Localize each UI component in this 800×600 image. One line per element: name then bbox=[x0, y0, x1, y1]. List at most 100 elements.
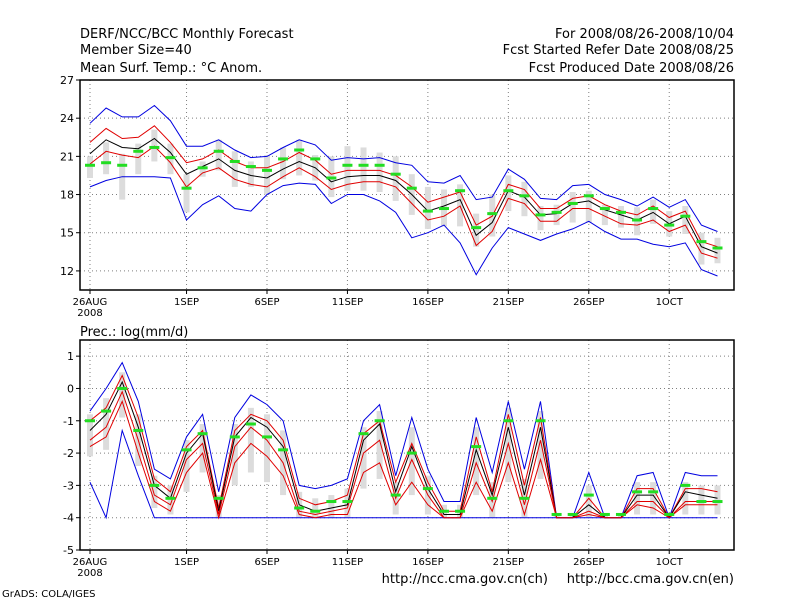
member-marker bbox=[664, 223, 675, 227]
member-marker bbox=[599, 207, 610, 211]
member-marker bbox=[326, 500, 337, 504]
spread-box bbox=[103, 398, 110, 450]
member-marker bbox=[181, 448, 192, 452]
y-tick-label: 1 bbox=[67, 350, 74, 363]
member-marker bbox=[632, 218, 643, 222]
spread-box bbox=[473, 427, 480, 496]
x-tick-label: 11SEP bbox=[332, 297, 363, 308]
spread-box bbox=[360, 147, 367, 191]
member-marker bbox=[197, 166, 208, 170]
spread-box bbox=[87, 156, 93, 178]
member-marker bbox=[181, 186, 192, 190]
member-marker bbox=[149, 145, 160, 149]
y-tick-label: -2 bbox=[63, 447, 74, 460]
spread-box bbox=[408, 427, 415, 496]
spread-box bbox=[247, 407, 254, 473]
member-marker bbox=[599, 512, 610, 516]
x-tick-label: 11SEP bbox=[332, 557, 363, 568]
member-marker bbox=[615, 210, 626, 214]
spread-box bbox=[376, 411, 383, 479]
member-marker bbox=[101, 161, 112, 165]
member-marker bbox=[358, 163, 369, 167]
member-marker bbox=[85, 419, 95, 423]
series-line-max bbox=[89, 361, 718, 520]
member-marker bbox=[245, 165, 256, 169]
spread-box bbox=[392, 156, 399, 201]
spread-box bbox=[617, 206, 624, 228]
spread-box bbox=[151, 129, 158, 162]
member-marker bbox=[535, 419, 546, 423]
spread-box bbox=[650, 199, 657, 224]
member-marker bbox=[471, 445, 482, 449]
member-marker bbox=[278, 157, 289, 161]
spread-box bbox=[682, 206, 689, 234]
member-marker bbox=[117, 386, 128, 390]
spread-box bbox=[585, 485, 592, 518]
member-marker bbox=[229, 435, 240, 439]
url-ch-link[interactable]: http://ncc.cma.gov.cn(ch) bbox=[382, 572, 548, 587]
spread-box bbox=[296, 139, 303, 176]
member-marker bbox=[374, 419, 385, 423]
member-marker bbox=[310, 509, 321, 513]
member-marker bbox=[680, 214, 691, 218]
member-marker bbox=[406, 451, 417, 455]
x-tick-label: 26SEP bbox=[573, 557, 604, 568]
y-tick-label: 15 bbox=[60, 227, 74, 240]
member-marker bbox=[583, 493, 594, 497]
x-tick-label: 16SEP bbox=[412, 557, 443, 568]
spread-box bbox=[714, 237, 721, 264]
spread-box bbox=[553, 204, 560, 226]
spread-box bbox=[344, 146, 351, 191]
member-marker bbox=[149, 483, 160, 487]
spread-box bbox=[424, 186, 431, 229]
member-marker bbox=[294, 506, 305, 510]
member-marker bbox=[213, 496, 224, 500]
spread-box bbox=[473, 213, 480, 247]
member-marker bbox=[213, 149, 224, 153]
spread-box bbox=[231, 151, 238, 187]
member-marker bbox=[326, 176, 337, 180]
member-marker bbox=[696, 500, 707, 504]
spread-box bbox=[280, 147, 287, 180]
member-marker bbox=[455, 509, 466, 513]
spread-box bbox=[103, 142, 110, 175]
member-marker bbox=[165, 156, 176, 160]
member-marker bbox=[712, 500, 723, 504]
y-tick-label: 21 bbox=[60, 150, 74, 163]
member-marker bbox=[519, 194, 530, 198]
spread-box bbox=[183, 440, 190, 492]
x-tick-label: 26SEP bbox=[573, 297, 604, 308]
member-marker bbox=[551, 512, 562, 516]
member-marker bbox=[648, 490, 659, 494]
spread-box bbox=[151, 475, 158, 508]
member-marker bbox=[487, 496, 498, 500]
x-tick-label: 26AUG bbox=[73, 297, 108, 308]
member-marker bbox=[342, 500, 353, 504]
x-tick-label: 26AUG bbox=[73, 557, 108, 568]
member-marker bbox=[487, 212, 498, 216]
x-tick-sublabel: 2008 bbox=[77, 568, 102, 579]
member-marker bbox=[503, 419, 514, 423]
plot-frame bbox=[79, 339, 735, 551]
member-marker bbox=[664, 512, 675, 516]
series-line-min_red bbox=[89, 399, 718, 520]
member-marker bbox=[583, 194, 594, 198]
spread-box bbox=[682, 482, 689, 515]
member-size: Member Size=40 bbox=[80, 43, 192, 58]
panel-1-title: Mean Surf. Temp.: °C Anom. bbox=[80, 61, 262, 76]
url-en-link[interactable]: http://bcc.cma.gov.cn(en) bbox=[567, 572, 734, 587]
member-marker bbox=[438, 207, 449, 211]
spread-box bbox=[537, 411, 544, 479]
member-marker bbox=[374, 163, 385, 167]
member-marker bbox=[133, 149, 144, 153]
spread-box bbox=[714, 485, 721, 515]
spread-box bbox=[215, 139, 222, 171]
member-marker bbox=[261, 435, 272, 439]
spread-box bbox=[585, 190, 592, 223]
panel-2-title: Prec.: log(mm/d) bbox=[80, 325, 188, 340]
member-marker bbox=[438, 509, 449, 513]
spread-box bbox=[263, 414, 270, 483]
member-marker bbox=[342, 163, 353, 167]
spread-box bbox=[569, 514, 576, 518]
